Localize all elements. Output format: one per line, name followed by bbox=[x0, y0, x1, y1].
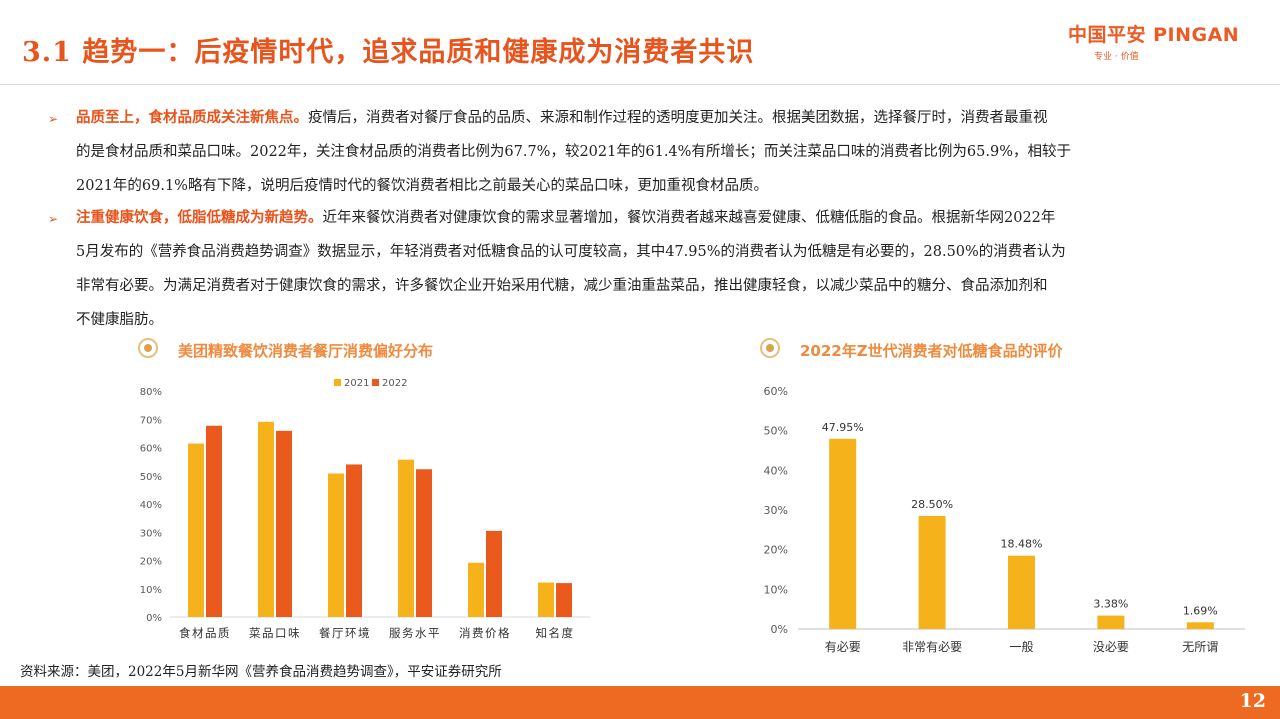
bar bbox=[1186, 622, 1214, 629]
bar-2021 bbox=[258, 421, 274, 617]
bar bbox=[1008, 555, 1035, 629]
chart-title-icon bbox=[760, 338, 780, 358]
paragraph-line: 2021年的69.1%略有下降，说明后疫情时代的餐饮消费者相比之前最关心的菜品口… bbox=[76, 178, 768, 194]
bullet-arrow-icon: ➢ bbox=[48, 112, 59, 126]
y-tick-label: 30% bbox=[764, 504, 788, 517]
x-tick-label: 消费价格 bbox=[459, 626, 511, 640]
x-tick-label: 服务水平 bbox=[389, 626, 441, 640]
bar bbox=[918, 515, 946, 629]
legend-label: 2022 bbox=[382, 378, 407, 389]
data-label: 18.48% bbox=[1001, 538, 1043, 551]
paragraph-line: 不健康脂肪。 bbox=[76, 312, 163, 328]
y-tick-label: 0% bbox=[146, 613, 162, 624]
x-tick-label: 菜品口味 bbox=[249, 626, 301, 640]
y-tick-label: 10% bbox=[140, 585, 162, 596]
bar-2022 bbox=[206, 425, 222, 617]
x-tick-label: 知名度 bbox=[536, 626, 575, 640]
bar-2022 bbox=[416, 469, 432, 617]
low-sugar-evaluation-bar-chart: 0% 10% 20% 30% 40% 50% 60% 47.95% 有必要 28.50% 非常有必要… bbox=[764, 385, 1245, 654]
paragraph-quality: 品质至上，食材品质成关注新焦点。疫情后，消费者对餐厅食品的品质、来源和制作过程的… bbox=[76, 101, 1246, 203]
bar-2022 bbox=[556, 583, 572, 617]
y-tick-label: 40% bbox=[764, 464, 788, 477]
x-tick-label: 有必要 bbox=[825, 640, 861, 654]
paragraph-line: 的是食材品质和菜品口味。2022年，关注食材品质的消费者比例为67.7%，较20… bbox=[76, 144, 1071, 160]
bar-2022 bbox=[486, 530, 502, 617]
page-number: 12 bbox=[1239, 690, 1266, 712]
chart-title-icon bbox=[138, 338, 158, 358]
left-chart-title: 美团精致餐饮消费者餐厅消费偏好分布 bbox=[178, 342, 434, 360]
consumer-preference-bar-chart: 0% 10% 20% 30% 40% 50% 60% 70% 80% 食材品质 菜品口味 餐厅环境 服务… bbox=[140, 378, 590, 640]
bar-2022 bbox=[276, 430, 292, 617]
pingan-logo: 中国平安 PINGAN 专业 · 价值 bbox=[1068, 20, 1268, 68]
paragraph-line: 疫情后，消费者对餐厅食品的品质、来源和制作过程的透明度更加关注。根据美团数据，选… bbox=[308, 110, 1048, 126]
x-tick-label: 无所谓 bbox=[1182, 640, 1218, 654]
bar bbox=[1097, 615, 1125, 629]
data-label: 47.95% bbox=[822, 421, 864, 434]
paragraph-line: 非常有必要。为满足消费者对于健康饮食的需求，许多餐饮企业开始采用代糖，减少重油重… bbox=[76, 278, 1048, 294]
bar-2021 bbox=[328, 473, 344, 617]
y-tick-label: 50% bbox=[140, 472, 162, 483]
right-chart-title: 2022年Z世代消费者对低糖食品的评价 bbox=[800, 342, 1063, 360]
y-tick-label: 10% bbox=[764, 583, 788, 596]
x-tick-label: 食材品质 bbox=[179, 626, 231, 640]
y-tick-label: 30% bbox=[140, 528, 162, 539]
bullet-arrow-icon: ➢ bbox=[48, 212, 59, 226]
legend-label: 2021 bbox=[344, 378, 369, 389]
y-tick-label: 40% bbox=[140, 500, 162, 511]
page-title: 3.1 趋势一：后疫情时代，追求品质和健康成为消费者共识 bbox=[22, 37, 755, 68]
x-tick-label: 餐厅环境 bbox=[319, 626, 371, 640]
y-tick-label: 80% bbox=[140, 387, 162, 398]
y-tick-label: 0% bbox=[771, 623, 788, 636]
data-label: 28.50% bbox=[911, 498, 953, 511]
legend-swatch bbox=[334, 379, 341, 386]
bar bbox=[829, 438, 857, 629]
data-label: 3.38% bbox=[1093, 598, 1128, 611]
legend-swatch bbox=[372, 379, 379, 386]
logo-text: 中国平安 PINGAN bbox=[1068, 24, 1240, 46]
source-note: 资料来源：美团，2022年5月新华网《营养食品消费趋势调查》，平安证券研究所 bbox=[20, 664, 502, 680]
paragraph-highlight: 注重健康饮食，低脂低糖成为新趋势。 bbox=[76, 209, 323, 226]
y-tick-label: 60% bbox=[764, 385, 788, 398]
y-tick-label: 60% bbox=[140, 444, 162, 455]
paragraph-line: 5月发布的《营养食品消费趋势调查》数据显示，年轻消费者对低糖食品的认可度较高，其… bbox=[76, 244, 1066, 260]
paragraph-highlight: 品质至上，食材品质成关注新焦点。 bbox=[76, 109, 308, 126]
paragraph-line: 近年来餐饮消费者对健康饮食的需求显著增加，餐饮消费者越来越喜爱健康、低糖低脂的食… bbox=[322, 210, 1056, 226]
bar-2021 bbox=[538, 582, 554, 617]
paragraph-health: 注重健康饮食，低脂低糖成为新趋势。近年来餐饮消费者对健康饮食的需求显著增加，餐饮… bbox=[76, 201, 1246, 337]
x-tick-label: 一般 bbox=[1009, 639, 1033, 654]
x-tick-label: 非常有必要 bbox=[902, 640, 962, 654]
bar-2021 bbox=[468, 562, 484, 617]
data-label: 1.69% bbox=[1183, 604, 1218, 617]
bar-2021 bbox=[188, 443, 204, 617]
x-tick-label: 没必要 bbox=[1093, 639, 1129, 654]
bar-2021 bbox=[398, 459, 414, 617]
bar-2022 bbox=[346, 464, 362, 617]
y-tick-label: 50% bbox=[764, 425, 788, 438]
logo-subtitle: 专业 · 价值 bbox=[1094, 52, 1139, 62]
y-tick-label: 20% bbox=[764, 544, 788, 557]
y-tick-label: 70% bbox=[140, 415, 162, 426]
title-divider bbox=[0, 84, 1280, 85]
y-tick-label: 20% bbox=[140, 557, 162, 568]
footer-bar bbox=[0, 686, 1280, 719]
